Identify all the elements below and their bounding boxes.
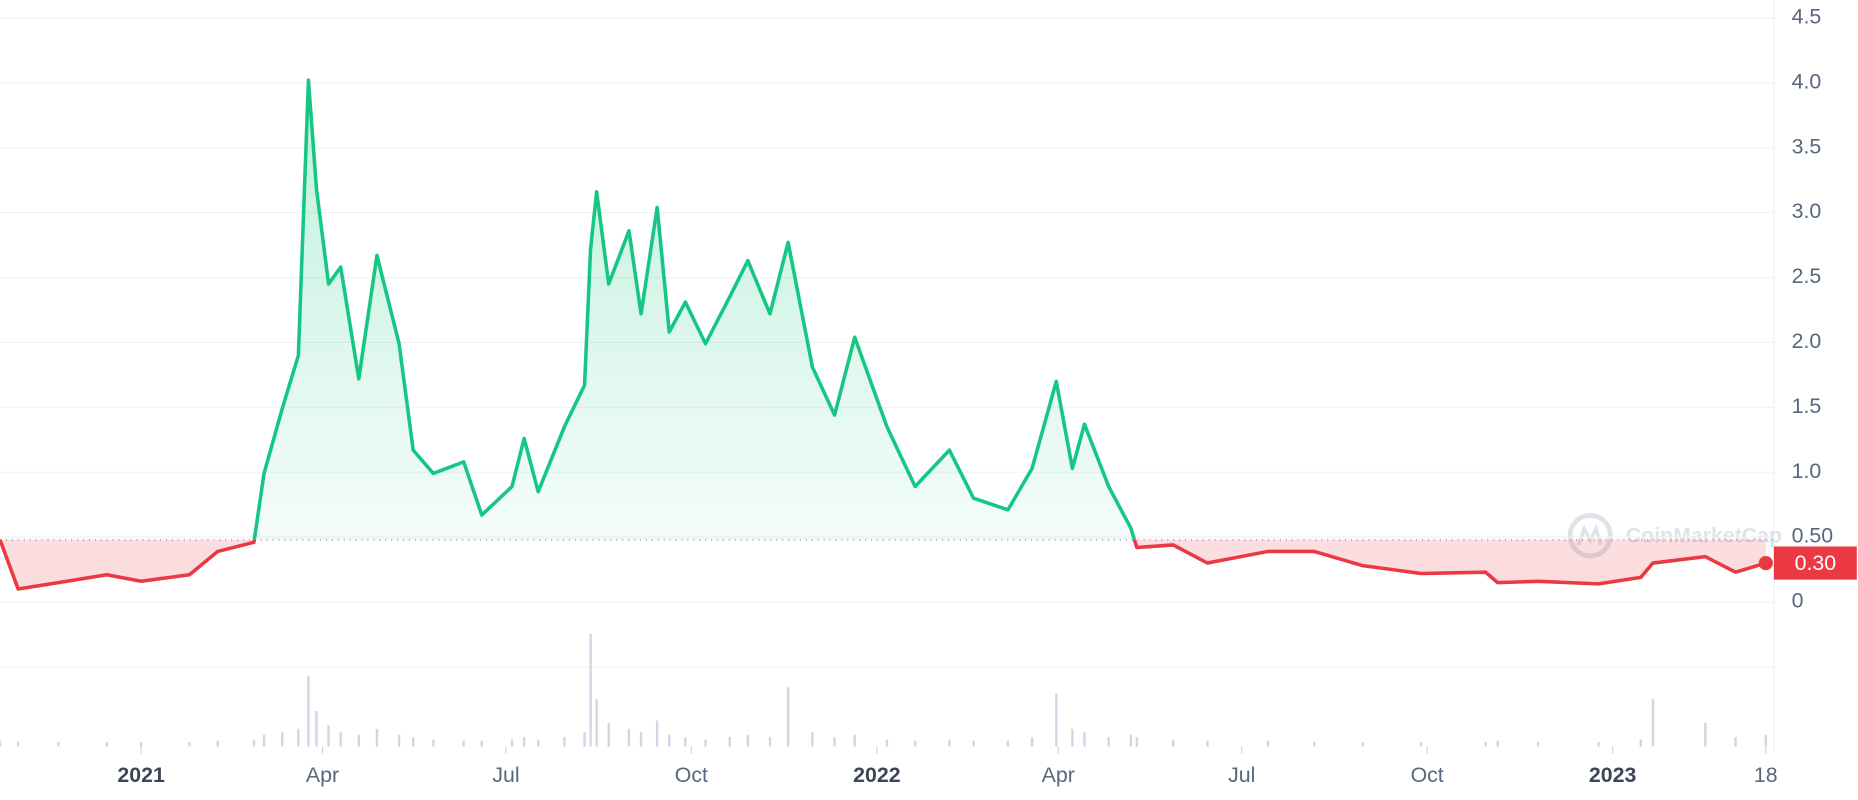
volume-bar [1639, 739, 1643, 747]
volume-bar [297, 728, 300, 747]
x-tick-label: Jul [1228, 763, 1255, 787]
price-badge [1773, 546, 1857, 580]
volume-bar [339, 732, 342, 747]
area-above [0, 80, 1766, 540]
y-tick-label: 1.0 [1792, 459, 1822, 483]
volume-bar [684, 737, 687, 747]
price-line-below [0, 539, 1767, 591]
volume-bar [216, 740, 219, 747]
x-tick-label: 18 [1754, 763, 1778, 787]
x-tick-label: 2021 [117, 763, 165, 787]
y-tick-label: 0.50 [1792, 524, 1834, 548]
x-tick-label: 2023 [1589, 763, 1637, 787]
volume-bar [589, 634, 592, 747]
volume-bar [1419, 741, 1423, 747]
volume-bar [811, 732, 814, 747]
volume-bar [1206, 740, 1209, 747]
volume-bar [639, 732, 643, 747]
volume-bar [57, 741, 60, 747]
volume-bar [583, 732, 586, 747]
volume-bar [972, 740, 975, 747]
volume-bar [462, 740, 465, 747]
volume-bar [1129, 734, 1133, 747]
y-tick-label: 3.0 [1792, 199, 1822, 223]
volume-bar [786, 687, 790, 747]
volume-bar [563, 737, 566, 747]
x-tick-label: Apr [306, 763, 339, 787]
volume-bar [262, 734, 266, 747]
price-badge-label: 0.30 [1795, 551, 1837, 575]
volume-bar [412, 737, 415, 747]
volume-bar [1266, 740, 1270, 747]
volume-bar [655, 720, 659, 747]
x-tick-label: Oct [675, 763, 708, 787]
volume-bar [480, 740, 483, 747]
volume-bar [1135, 737, 1139, 747]
area-below [0, 539, 1766, 589]
volume-bar [327, 725, 330, 747]
volume-bar [522, 737, 526, 747]
volume-bar [307, 675, 310, 747]
volume-bar [281, 732, 284, 747]
volume-bar [885, 739, 889, 747]
volume-bar [432, 739, 435, 747]
volume-bar [357, 734, 360, 747]
volume-bar [188, 741, 191, 747]
volume-bar [704, 739, 707, 747]
x-tick-label: Jul [492, 763, 519, 787]
volume-bar [510, 739, 514, 747]
volume-bar [1764, 734, 1767, 747]
volume-bar [1071, 728, 1074, 747]
volume-bar [1361, 741, 1364, 747]
y-tick-label: 4.5 [1792, 4, 1822, 28]
volume-bar [1313, 741, 1316, 747]
last-point [1758, 555, 1773, 571]
volume-bar [728, 737, 731, 747]
y-tick-label: 1.5 [1792, 394, 1822, 418]
volume-bar [315, 711, 318, 747]
volume-bar [105, 741, 109, 747]
volume-bar [1030, 737, 1034, 747]
volume-bar [139, 741, 143, 747]
volume-bar [948, 739, 951, 747]
y-tick-label: 2.0 [1792, 329, 1822, 353]
volume-bar [397, 734, 401, 747]
volume-bar [595, 699, 598, 747]
x-tick-label: 2022 [853, 763, 900, 787]
volume-bar [1107, 737, 1110, 747]
y-tick-label: 3.5 [1792, 134, 1822, 158]
y-tick-label: 2.5 [1792, 264, 1822, 288]
price-line [0, 78, 1137, 540]
x-tick-label: Apr [1042, 763, 1075, 787]
volume-bar [1496, 740, 1499, 747]
volume-bar [1651, 699, 1655, 747]
y-tick-label: 0 [1792, 589, 1804, 613]
volume-bar [1734, 737, 1737, 747]
volume-bar [1484, 741, 1487, 747]
x-tick-label: Oct [1411, 763, 1444, 787]
volume-bar [668, 734, 671, 747]
volume-bar [16, 741, 20, 747]
volume-bar [913, 740, 917, 747]
volume-bar [1171, 739, 1175, 747]
volume-bar [1006, 740, 1010, 747]
volume-bar [537, 739, 540, 747]
volume-bar [1597, 741, 1600, 747]
volume-bar [1055, 693, 1058, 747]
volume-bar [853, 734, 856, 747]
volume-bar [768, 737, 772, 747]
volume-bar [1704, 722, 1707, 747]
volume-bar [375, 728, 379, 747]
volume-bar [252, 739, 256, 747]
volume-bar [627, 728, 631, 747]
volume-bar [746, 734, 750, 747]
volume-bar [607, 722, 610, 747]
volume-bar [833, 737, 836, 747]
volume-bar [1083, 732, 1086, 747]
volume-bar [1536, 741, 1540, 747]
volume-bar [0, 740, 2, 747]
y-tick-label: 4.0 [1792, 69, 1822, 93]
